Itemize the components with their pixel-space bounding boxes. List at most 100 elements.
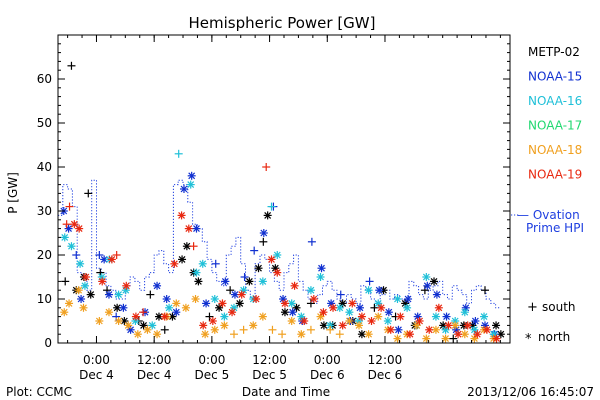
star-d2 (339, 299, 347, 307)
star-d2 (368, 317, 375, 325)
star-d2 (192, 295, 199, 303)
data-point-noaa-15 (288, 308, 297, 317)
star-d2 (131, 317, 139, 325)
star-d2 (259, 277, 267, 285)
star-d2 (255, 264, 262, 272)
star-d2 (433, 291, 441, 299)
star-d2 (220, 321, 228, 329)
star-d2 (132, 313, 140, 321)
data-point-noaa-16 (374, 299, 383, 308)
star-d2 (260, 229, 268, 237)
data-point-noaa-15 (432, 290, 441, 299)
star-d2 (320, 308, 327, 316)
data-point-noaa-15 (394, 325, 403, 334)
data-point-noaa-15 (404, 295, 413, 303)
star-d2 (172, 308, 180, 316)
data-point-metp-02 (319, 321, 328, 330)
plot-credit: Plot: CCMC (6, 385, 72, 399)
data-point-noaa-19 (319, 308, 328, 317)
star-d2 (345, 308, 353, 316)
data-point-noaa-18 (172, 299, 181, 308)
data-point-noaa-19 (131, 312, 140, 321)
star-d2 (445, 321, 452, 329)
star-d2 (202, 299, 210, 307)
star-d2 (358, 313, 366, 321)
star-d2 (134, 330, 142, 338)
data-point-noaa-15 (230, 290, 239, 299)
star-d2 (414, 313, 422, 321)
data-point-noaa-15 (336, 290, 345, 299)
star-d2 (65, 299, 73, 307)
data-point-noaa-15 (307, 237, 316, 246)
star-d2 (68, 242, 75, 250)
data-point-noaa-19 (473, 330, 482, 339)
data-point-noaa-19 (444, 321, 453, 330)
star-d2 (310, 295, 318, 303)
data-point-noaa-19 (177, 211, 186, 220)
data-point-metp-02 (178, 255, 187, 264)
data-point-metp-02 (86, 290, 95, 299)
star-d2 (115, 317, 123, 325)
data-point-noaa-18 (114, 317, 123, 325)
data-point-metp-02 (215, 303, 224, 312)
star-d2 (221, 277, 229, 285)
data-point-noaa-15 (384, 308, 393, 317)
data-point-noaa-15 (95, 251, 104, 259)
star-d2 (77, 295, 85, 303)
data-point-noaa-15 (162, 295, 171, 303)
star-d2 (115, 291, 123, 299)
star-d2 (481, 321, 489, 329)
data-point-noaa-18 (201, 330, 210, 339)
star-d2 (377, 304, 385, 312)
data-point-noaa-19 (405, 330, 414, 339)
data-point-noaa-18 (412, 321, 421, 330)
data-point-metp-02 (182, 242, 191, 251)
data-point-metp-02 (194, 277, 203, 286)
star-d2 (439, 321, 447, 329)
data-point-metp-02 (480, 286, 489, 295)
star-d2 (470, 326, 478, 334)
ovation-hpi-line (58, 179, 501, 309)
star-d2 (461, 308, 469, 316)
star-d2 (194, 277, 202, 285)
star-d2 (273, 269, 281, 277)
star-d2 (432, 326, 440, 334)
star-d2 (404, 295, 412, 303)
star-d2 (416, 317, 424, 325)
y-tick-label: 50 (37, 116, 52, 130)
star-d2 (187, 181, 195, 189)
data-point-noaa-18 (65, 299, 74, 308)
x-tick-date-label: Dec 5 (195, 368, 230, 382)
star-d2 (358, 330, 366, 338)
star-d2 (288, 317, 296, 325)
star-d2 (155, 313, 163, 321)
legend-entry-noaa-18: NOAA-18 (528, 143, 582, 157)
data-point-noaa-16 (422, 273, 431, 281)
star-d2 (183, 242, 191, 250)
data-point-noaa-19 (218, 299, 227, 308)
legend: METP-02 NOAA-15 NOAA-16 NOAA-17 NOAA-18 NOAA-… (511, 45, 584, 347)
star-d2 (288, 299, 296, 307)
star-d2 (185, 225, 193, 233)
data-point-noaa-15 (317, 264, 326, 273)
data-point-noaa-15 (375, 286, 384, 295)
star-d2 (461, 330, 469, 338)
star-d2 (120, 317, 128, 325)
data-point-noaa-15 (259, 229, 268, 237)
data-point-noaa-18 (191, 295, 200, 303)
data-point-noaa-19 (357, 312, 366, 321)
star-d2 (345, 317, 353, 325)
data-point-metp-02 (205, 312, 214, 321)
data-point-noaa-18 (79, 303, 88, 312)
data-point-noaa-15 (221, 277, 230, 286)
data-point-noaa-18 (181, 303, 190, 312)
data-point-noaa-18 (287, 317, 296, 325)
data-point-noaa-16 (306, 286, 315, 295)
star-d2 (432, 313, 440, 321)
data-point-noaa-19 (463, 321, 472, 330)
star-d2 (165, 304, 173, 312)
data-point-noaa-18 (95, 317, 104, 325)
satellite-points-layer (59, 61, 505, 343)
